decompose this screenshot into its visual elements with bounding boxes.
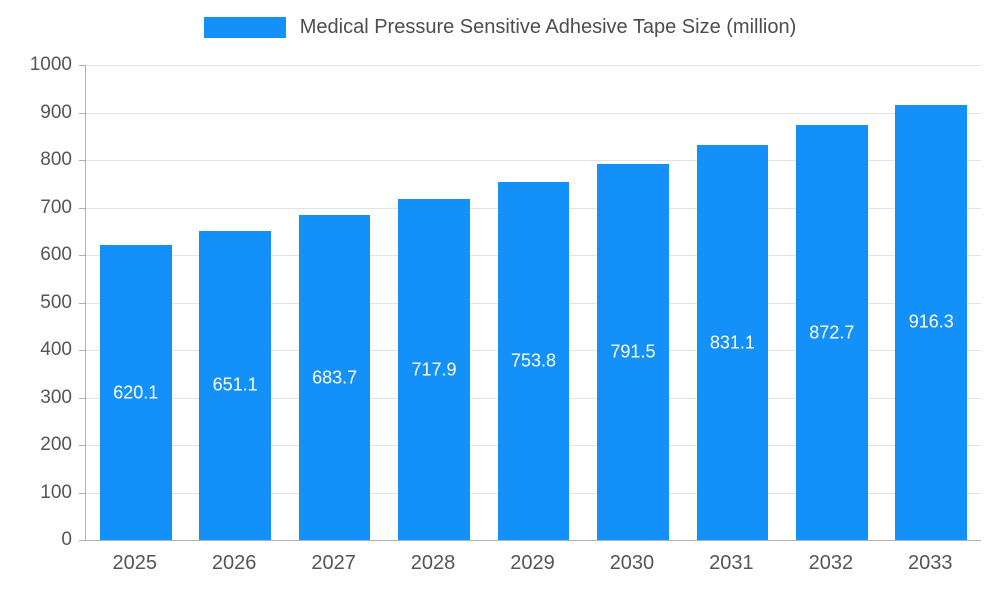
x-axis-labels: 2025 2026 2027 2028 2029 2030 2031 2032 2033 [85,552,980,582]
x-axis-tick-label: 2029 [510,552,555,574]
bar-2032[interactable]: 872.7 [796,125,868,540]
y-axis-tick [79,255,85,256]
y-axis-tick-label: 1000 [29,54,72,75]
bar-2027[interactable]: 683.7 [298,215,371,540]
bar-value-label: 872.7 [809,322,855,343]
bar-value-label: 791.5 [610,341,656,362]
y-axis-labels: 0 100 200 300 400 500 600 700 800 900 1000 [0,54,72,550]
bar-value-label: 683.7 [312,367,358,388]
y-axis-tick-label: 200 [40,434,72,455]
y-axis-tick [79,540,85,541]
x-axis-tick-label: 2025 [112,552,157,574]
x-axis-tick-label: 2032 [808,552,854,574]
gridline [86,112,981,114]
y-axis-tick [79,350,85,351]
gridline [86,160,981,161]
bar-value-label: 620.1 [113,382,159,403]
bar-value-label: 916.3 [908,311,954,332]
bar-value-label: 753.8 [510,350,556,371]
y-axis-tick [79,207,85,209]
legend-swatch[interactable] [203,17,286,38]
y-axis-tick-label: 0 [61,529,72,550]
x-axis-tick-label: 2030 [609,552,655,574]
plot-area: 620.1 651.1 683.7 717.9 753.8 791.5 831.1 872.7… [79,65,981,541]
y-axis-tick [79,112,85,114]
bar-2033[interactable]: 916.3 [895,104,968,540]
y-axis-tick-label: 500 [40,291,72,313]
chart-legend: Medical Pressure Sensitive Adhesive Tape… [0,16,1000,39]
y-axis-tick-label: 300 [40,386,72,408]
y-axis-tick [79,492,85,494]
x-axis-tick-label: 2027 [311,552,356,574]
x-axis-tick-label: 2026 [211,552,257,574]
y-axis-tick-label: 600 [40,244,72,265]
legend-label[interactable]: Medical Pressure Sensitive Adhesive Tape… [299,16,797,38]
y-axis-tick-label: 800 [40,149,72,170]
bar-2026[interactable]: 651.1 [199,230,271,540]
gridline [86,65,981,66]
y-axis-tick-label: 100 [40,481,72,503]
y-axis-tick [79,302,85,304]
y-axis-tick [79,445,85,446]
x-axis-tick-label: 2028 [410,552,456,574]
bar-value-label: 651.1 [212,374,258,395]
bar-value-label: 831.1 [709,332,755,353]
bar-value-label: 717.9 [411,359,457,379]
bar-2028[interactable]: 717.9 [398,199,470,540]
y-axis-tick-label: 400 [40,339,72,360]
bar-2025[interactable]: 620.1 [99,245,172,540]
bar-2031[interactable]: 831.1 [696,145,769,540]
bar-2030[interactable]: 791.5 [597,164,669,540]
bar-2029[interactable]: 753.8 [497,181,570,540]
x-axis-tick-label: 2033 [908,552,953,574]
y-axis-tick [79,397,85,399]
y-axis-tick-label: 900 [40,101,72,123]
y-axis-tick [79,160,85,161]
x-axis-tick-label: 2031 [709,552,754,574]
y-axis-tick-label: 700 [40,196,72,218]
y-axis-tick [79,65,85,66]
